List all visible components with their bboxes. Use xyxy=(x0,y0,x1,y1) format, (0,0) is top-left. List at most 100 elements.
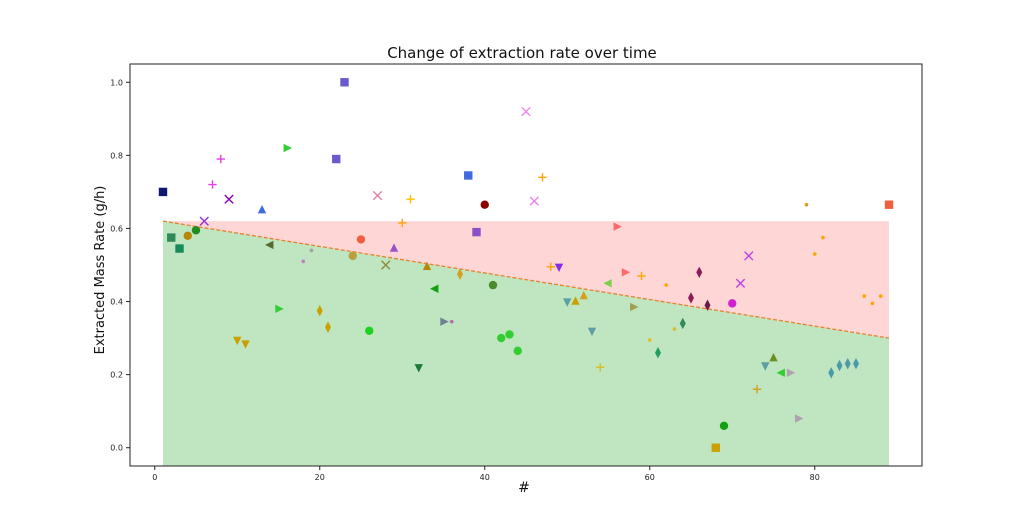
data-point xyxy=(497,333,506,343)
y-tick-label: 0.2 xyxy=(110,371,123,380)
data-point xyxy=(216,154,225,164)
data-point xyxy=(844,357,851,370)
data-point xyxy=(647,338,652,342)
data-point xyxy=(735,278,746,288)
data-point xyxy=(719,421,729,430)
data-point xyxy=(505,330,514,339)
data-point xyxy=(769,352,778,362)
data-point xyxy=(862,294,867,298)
x-axis-title: # xyxy=(518,480,530,496)
data-point xyxy=(664,283,669,287)
data-point xyxy=(744,251,754,261)
x-tick-label: 80 xyxy=(810,473,820,482)
data-point xyxy=(786,368,796,378)
data-point xyxy=(630,302,639,312)
data-point xyxy=(472,227,481,237)
data-point xyxy=(241,340,250,349)
data-point xyxy=(529,196,539,206)
plot-frame xyxy=(129,63,923,467)
data-point xyxy=(776,368,785,378)
data-point xyxy=(637,271,646,281)
data-point xyxy=(430,284,439,293)
data-point xyxy=(728,299,737,308)
data-point xyxy=(464,171,473,180)
data-point xyxy=(356,235,366,244)
data-point xyxy=(325,321,331,333)
data-point xyxy=(183,231,192,240)
data-point xyxy=(870,301,875,306)
data-point xyxy=(208,180,217,189)
data-point xyxy=(233,336,242,346)
x-tick-label: 60 xyxy=(645,473,655,482)
plot-area: 0 20 40 60 80 0.0 0.2 0.4 0.6 0.8 1.0 xyxy=(110,63,923,482)
data-point xyxy=(761,362,770,371)
y-axis-title: Extracted Mass Rate (g/h) xyxy=(93,186,108,355)
data-point xyxy=(365,326,374,335)
data-point xyxy=(621,268,631,277)
data-point xyxy=(167,233,176,242)
y-tick-label: 0.4 xyxy=(110,298,123,307)
data-point xyxy=(301,259,306,264)
data-point xyxy=(406,195,415,204)
data-point xyxy=(488,280,498,290)
data-point xyxy=(596,363,605,372)
data-point xyxy=(440,317,449,326)
data-point xyxy=(571,296,580,305)
data-point xyxy=(348,251,357,261)
data-point xyxy=(224,194,234,204)
data-point xyxy=(372,190,383,201)
data-point xyxy=(711,443,720,452)
x-tick-label: 20 xyxy=(315,473,325,482)
data-point xyxy=(457,268,463,280)
data-point xyxy=(836,359,843,372)
y-tick-label: 0.6 xyxy=(110,224,123,233)
data-point xyxy=(853,357,859,370)
data-point xyxy=(828,367,835,379)
threshold-line xyxy=(162,220,890,339)
data-point xyxy=(398,218,407,228)
data-point xyxy=(199,216,209,226)
x-tick-label: 0 xyxy=(152,473,157,482)
data-point xyxy=(414,364,423,373)
data-point xyxy=(884,200,894,209)
data-point xyxy=(679,317,686,330)
data-point xyxy=(283,143,292,153)
data-point xyxy=(265,240,274,250)
data-point xyxy=(332,154,341,164)
data-point xyxy=(821,235,825,240)
data-point xyxy=(546,262,555,272)
data-point xyxy=(191,226,201,235)
data-point xyxy=(613,222,622,231)
data-point xyxy=(513,346,522,356)
data-point xyxy=(878,294,883,298)
lower-region xyxy=(163,221,889,466)
data-point xyxy=(804,202,809,207)
data-point xyxy=(554,263,564,273)
data-point xyxy=(449,319,454,324)
chart-title: Change of extraction rate over time xyxy=(387,44,657,62)
data-point xyxy=(389,243,399,252)
data-point xyxy=(812,252,817,256)
y-tick-label: 0.8 xyxy=(110,151,123,160)
data-point xyxy=(579,290,588,300)
data-point xyxy=(752,385,762,394)
data-point xyxy=(275,304,284,314)
data-point xyxy=(655,347,661,359)
data-point xyxy=(158,187,168,197)
data-point xyxy=(688,292,694,304)
data-point xyxy=(696,266,703,279)
data-point xyxy=(316,304,323,317)
data-point xyxy=(521,106,531,117)
data-point xyxy=(704,299,711,311)
data-point xyxy=(795,414,804,423)
data-point xyxy=(563,298,572,307)
data-point xyxy=(340,78,349,87)
y-tick-label: 1.0 xyxy=(110,78,123,87)
y-tick-label: 0.0 xyxy=(110,444,123,453)
data-point xyxy=(672,327,677,331)
data-point xyxy=(381,260,391,270)
data-point xyxy=(309,248,314,253)
data-point xyxy=(480,200,489,209)
data-point xyxy=(587,327,597,336)
